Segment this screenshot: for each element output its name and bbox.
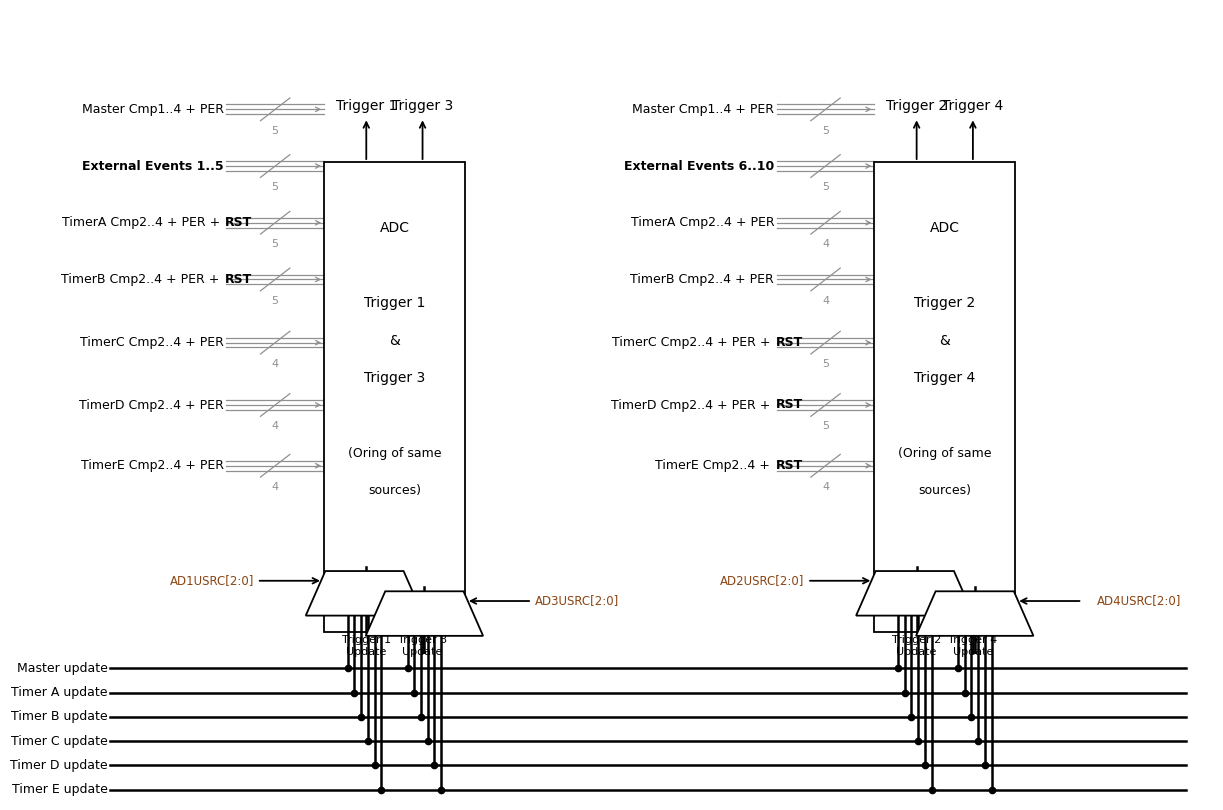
Text: Trigger 2: Trigger 2 <box>885 100 948 113</box>
Text: TimerA Cmp2..4 + PER: TimerA Cmp2..4 + PER <box>631 216 774 229</box>
Text: 4: 4 <box>822 296 829 305</box>
Text: Trigger 2
Update: Trigger 2 Update <box>892 635 942 657</box>
Text: Trigger 4
Update: Trigger 4 Update <box>948 635 998 657</box>
Text: Trigger 4: Trigger 4 <box>914 371 976 385</box>
Text: (Oring of same: (Oring of same <box>347 447 442 460</box>
Text: &: & <box>939 334 950 347</box>
Text: RST: RST <box>775 336 802 349</box>
Text: Trigger 2: Trigger 2 <box>914 296 976 310</box>
Text: TimerD Cmp2..4 + PER: TimerD Cmp2..4 + PER <box>79 399 224 411</box>
Text: 4: 4 <box>272 359 279 369</box>
Text: 4: 4 <box>272 421 279 431</box>
Text: 4: 4 <box>822 482 829 492</box>
Text: ADC: ADC <box>929 221 960 235</box>
Text: 5: 5 <box>822 182 829 192</box>
Text: 5: 5 <box>822 421 829 431</box>
Text: RST: RST <box>225 273 252 286</box>
Text: Timer D update: Timer D update <box>10 759 108 772</box>
Polygon shape <box>306 571 423 616</box>
Text: Master update: Master update <box>17 662 108 675</box>
Text: AD4USRC[2:0]: AD4USRC[2:0] <box>1097 595 1181 608</box>
Text: AD2USRC[2:0]: AD2USRC[2:0] <box>720 574 805 587</box>
Text: 4: 4 <box>272 482 279 492</box>
Text: Master Cmp1..4 + PER: Master Cmp1..4 + PER <box>632 103 774 116</box>
Text: 5: 5 <box>272 296 279 305</box>
Text: (Oring of same: (Oring of same <box>898 447 992 460</box>
Text: TimerE Cmp2..4 +: TimerE Cmp2..4 + <box>656 459 774 472</box>
Text: TimerC Cmp2..4 + PER +: TimerC Cmp2..4 + PER + <box>612 336 774 349</box>
Text: Trigger 4: Trigger 4 <box>942 100 1004 113</box>
Text: Timer E update: Timer E update <box>12 783 108 796</box>
Text: Trigger 3: Trigger 3 <box>363 371 426 385</box>
Text: TimerE Cmp2..4 + PER: TimerE Cmp2..4 + PER <box>81 459 224 472</box>
Text: Timer B update: Timer B update <box>11 710 108 723</box>
Text: Master Cmp1..4 + PER: Master Cmp1..4 + PER <box>82 103 224 116</box>
Text: RST: RST <box>775 459 802 472</box>
Text: &: & <box>389 334 400 347</box>
Text: sources): sources) <box>368 484 421 497</box>
Text: 5: 5 <box>822 359 829 369</box>
Text: 5: 5 <box>272 126 279 135</box>
Text: External Events 1..5: External Events 1..5 <box>82 160 224 173</box>
Text: Trigger 3
Update: Trigger 3 Update <box>397 635 448 657</box>
Text: External Events 6..10: External Events 6..10 <box>624 160 774 173</box>
Text: Trigger 1: Trigger 1 <box>335 100 397 113</box>
Polygon shape <box>366 591 483 636</box>
Bar <box>874 162 1015 632</box>
Text: TimerB Cmp2..4 + PER +: TimerB Cmp2..4 + PER + <box>61 273 224 286</box>
Text: sources): sources) <box>918 484 971 497</box>
Text: 5: 5 <box>272 182 279 192</box>
Text: Trigger 1: Trigger 1 <box>363 296 426 310</box>
Text: Trigger 3: Trigger 3 <box>391 100 454 113</box>
Polygon shape <box>856 571 974 616</box>
Text: Trigger 1
Update: Trigger 1 Update <box>341 635 391 657</box>
Text: 4: 4 <box>822 239 829 249</box>
Text: TimerB Cmp2..4 + PER: TimerB Cmp2..4 + PER <box>630 273 774 286</box>
Text: AD3USRC[2:0]: AD3USRC[2:0] <box>534 595 619 608</box>
Text: RST: RST <box>225 216 252 229</box>
Text: TimerC Cmp2..4 + PER: TimerC Cmp2..4 + PER <box>79 336 224 349</box>
Text: ADC: ADC <box>379 221 410 235</box>
Text: AD1USRC[2:0]: AD1USRC[2:0] <box>170 574 254 587</box>
Bar <box>324 162 465 632</box>
Text: TimerD Cmp2..4 + PER +: TimerD Cmp2..4 + PER + <box>610 399 774 411</box>
Text: 5: 5 <box>272 239 279 249</box>
Polygon shape <box>916 591 1033 636</box>
Text: 5: 5 <box>822 126 829 135</box>
Text: Timer C update: Timer C update <box>11 735 108 748</box>
Text: TimerA Cmp2..4 + PER +: TimerA Cmp2..4 + PER + <box>61 216 224 229</box>
Text: RST: RST <box>775 399 802 411</box>
Text: Timer A update: Timer A update <box>11 686 108 699</box>
